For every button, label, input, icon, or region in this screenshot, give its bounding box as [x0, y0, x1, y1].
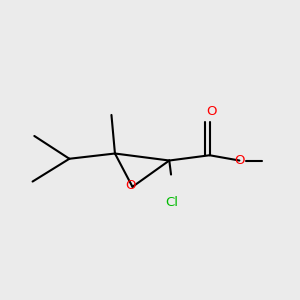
Text: O: O [125, 178, 136, 192]
Text: Cl: Cl [166, 196, 178, 208]
Text: O: O [234, 154, 244, 167]
Text: O: O [206, 105, 217, 118]
